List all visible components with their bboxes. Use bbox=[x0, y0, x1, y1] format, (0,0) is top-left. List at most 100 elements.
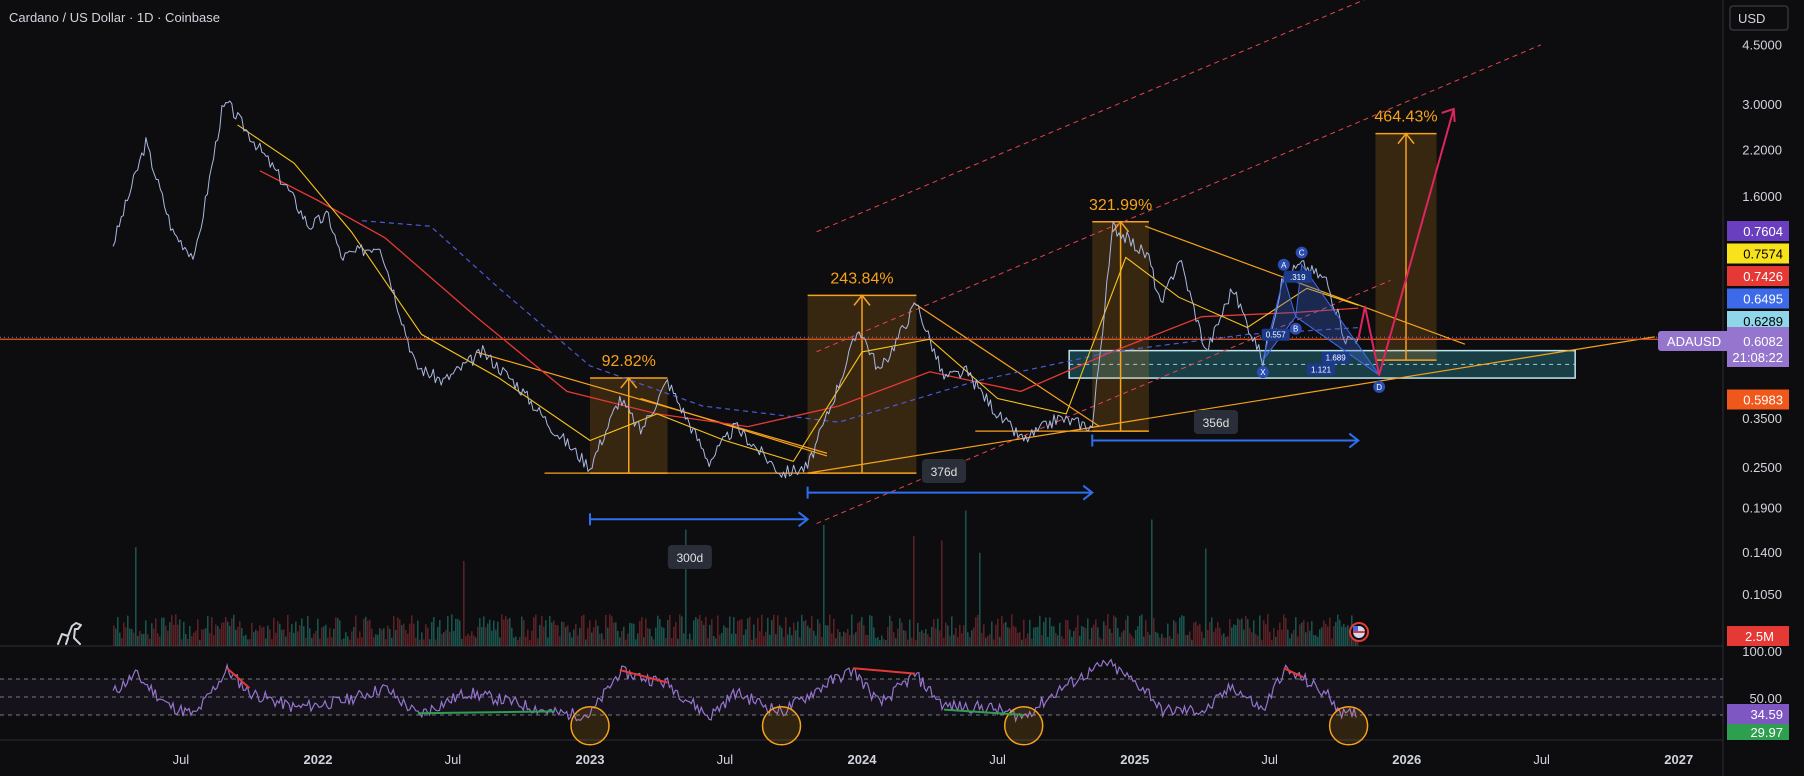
volume-bar bbox=[343, 638, 345, 646]
price-label[interactable]: 0.6289 bbox=[1727, 311, 1789, 331]
volume-bar bbox=[1289, 638, 1291, 646]
volume-bar bbox=[815, 635, 817, 646]
volume-bar bbox=[1339, 619, 1341, 646]
volume-bar bbox=[887, 627, 889, 646]
time-axis[interactable]: Jul 2022 Jul 2023 Jul 2024 Jul 2025 Jul 2026 Jul 20… bbox=[173, 752, 1694, 767]
trendline[interactable] bbox=[807, 336, 1655, 474]
trendline[interactable] bbox=[1144, 225, 1466, 345]
volume-bar bbox=[1263, 620, 1265, 646]
volume-bar bbox=[1225, 637, 1227, 646]
volume-bar bbox=[259, 625, 261, 646]
volume-bar bbox=[489, 619, 491, 646]
volume-bar bbox=[567, 625, 569, 646]
volume-bar bbox=[539, 624, 541, 646]
volume-bar bbox=[1331, 638, 1333, 646]
volume-bar bbox=[671, 638, 673, 646]
volume-bar bbox=[293, 632, 295, 646]
price-label[interactable]: 0.7604 bbox=[1727, 221, 1789, 241]
volume-bar bbox=[1159, 637, 1161, 646]
measure-boxes[interactable]: 92.82% 243.84% 321.99% 464.43% bbox=[590, 109, 1438, 474]
volume-bar bbox=[1221, 635, 1223, 646]
volume-bar bbox=[1007, 627, 1009, 646]
price-label[interactable]: 0.7426 bbox=[1727, 266, 1789, 286]
volume-bar bbox=[767, 617, 769, 646]
volume-bar bbox=[1135, 630, 1137, 646]
trendlines[interactable] bbox=[0, 0, 1723, 525]
volume-bar bbox=[1015, 627, 1017, 646]
volume-bar bbox=[1049, 617, 1051, 646]
volume-bar bbox=[945, 622, 947, 646]
volume-bar bbox=[637, 633, 639, 646]
rsi-oversold-marker bbox=[570, 706, 610, 746]
rsi-divergence-line bbox=[226, 667, 251, 689]
price-axis[interactable]: 4.5000 3.0000 2.2000 1.6000 0.3500 0.2500 0.19… bbox=[1658, 38, 1789, 740]
volume-bar bbox=[431, 622, 433, 646]
trendline[interactable] bbox=[640, 397, 828, 457]
volume-bar bbox=[1187, 635, 1189, 646]
time-tick-label: Jul bbox=[1533, 752, 1550, 767]
volume-bar bbox=[1125, 619, 1127, 646]
harmonic-ratio-badge bbox=[1261, 328, 1290, 341]
price-label[interactable]: 0.7574 bbox=[1727, 243, 1789, 264]
volume-bar bbox=[1137, 626, 1139, 646]
volume-bar bbox=[889, 615, 891, 646]
currency-selector[interactable]: USD bbox=[1729, 5, 1789, 31]
us-flag-event-icon[interactable] bbox=[1349, 622, 1369, 642]
volume-bar bbox=[445, 629, 447, 646]
volume-bar bbox=[687, 639, 689, 646]
volume-bar bbox=[995, 624, 997, 646]
volume-bar bbox=[383, 628, 385, 646]
volume-bar bbox=[751, 639, 753, 646]
price-label[interactable]: 0.6495 bbox=[1727, 288, 1789, 309]
volume-bar bbox=[1313, 635, 1315, 646]
volume-bar bbox=[885, 640, 887, 646]
projection-path[interactable] bbox=[1357, 108, 1455, 376]
volume-bar bbox=[559, 636, 561, 646]
harmonic-point-a bbox=[1277, 258, 1290, 271]
price-label[interactable]: 0.5983 bbox=[1727, 389, 1789, 410]
volume-bar bbox=[871, 616, 873, 646]
day-ranges[interactable]: 300d 376d 356d bbox=[589, 410, 1360, 569]
day-range[interactable] bbox=[1091, 432, 1360, 449]
volume-bar bbox=[933, 619, 935, 646]
volume-bar bbox=[987, 635, 989, 646]
current-price-value: 0.6082 bbox=[1743, 334, 1783, 349]
volume-bar bbox=[137, 636, 139, 646]
volume-bar bbox=[535, 614, 537, 646]
volume-bar bbox=[1223, 633, 1225, 646]
volume-bar bbox=[919, 632, 921, 646]
projection[interactable] bbox=[1357, 107, 1456, 376]
volume-bar bbox=[731, 633, 733, 646]
channel-lower[interactable] bbox=[816, 279, 1391, 525]
volume-bar bbox=[1283, 614, 1285, 646]
volume-bar bbox=[411, 615, 413, 646]
volume-bar bbox=[173, 624, 175, 646]
volume-bar bbox=[1061, 636, 1063, 646]
volume-bar bbox=[1029, 619, 1031, 646]
volume-bar bbox=[1051, 626, 1053, 646]
day-range[interactable] bbox=[589, 511, 810, 528]
volume-bar bbox=[1081, 626, 1083, 646]
dinosaur-logo-icon[interactable] bbox=[57, 622, 82, 645]
volume-bar bbox=[1285, 618, 1287, 646]
price-tick-label: 1.6000 bbox=[1742, 189, 1782, 204]
volume-bar bbox=[1179, 617, 1181, 646]
harmonic-pattern[interactable]: X A B C D 0.557 .319 1.689 1.121 bbox=[1256, 246, 1386, 393]
volume-bar bbox=[643, 637, 645, 646]
measure-box[interactable]: 243.84% bbox=[807, 270, 917, 474]
trendline[interactable] bbox=[475, 351, 828, 454]
volume-bar bbox=[759, 631, 761, 646]
volume-bar bbox=[365, 616, 367, 646]
measure-box[interactable]: 321.99% bbox=[1089, 197, 1152, 432]
volume-bar bbox=[239, 621, 241, 646]
volume-bar bbox=[927, 634, 929, 646]
rsi-divergence-line bbox=[943, 708, 1024, 716]
volume-bar bbox=[1127, 615, 1129, 646]
volume-bar bbox=[1303, 620, 1305, 646]
volume-bar bbox=[537, 638, 539, 646]
volume-bar bbox=[329, 628, 331, 646]
day-range[interactable] bbox=[806, 484, 1094, 501]
volume-bar bbox=[627, 633, 629, 646]
